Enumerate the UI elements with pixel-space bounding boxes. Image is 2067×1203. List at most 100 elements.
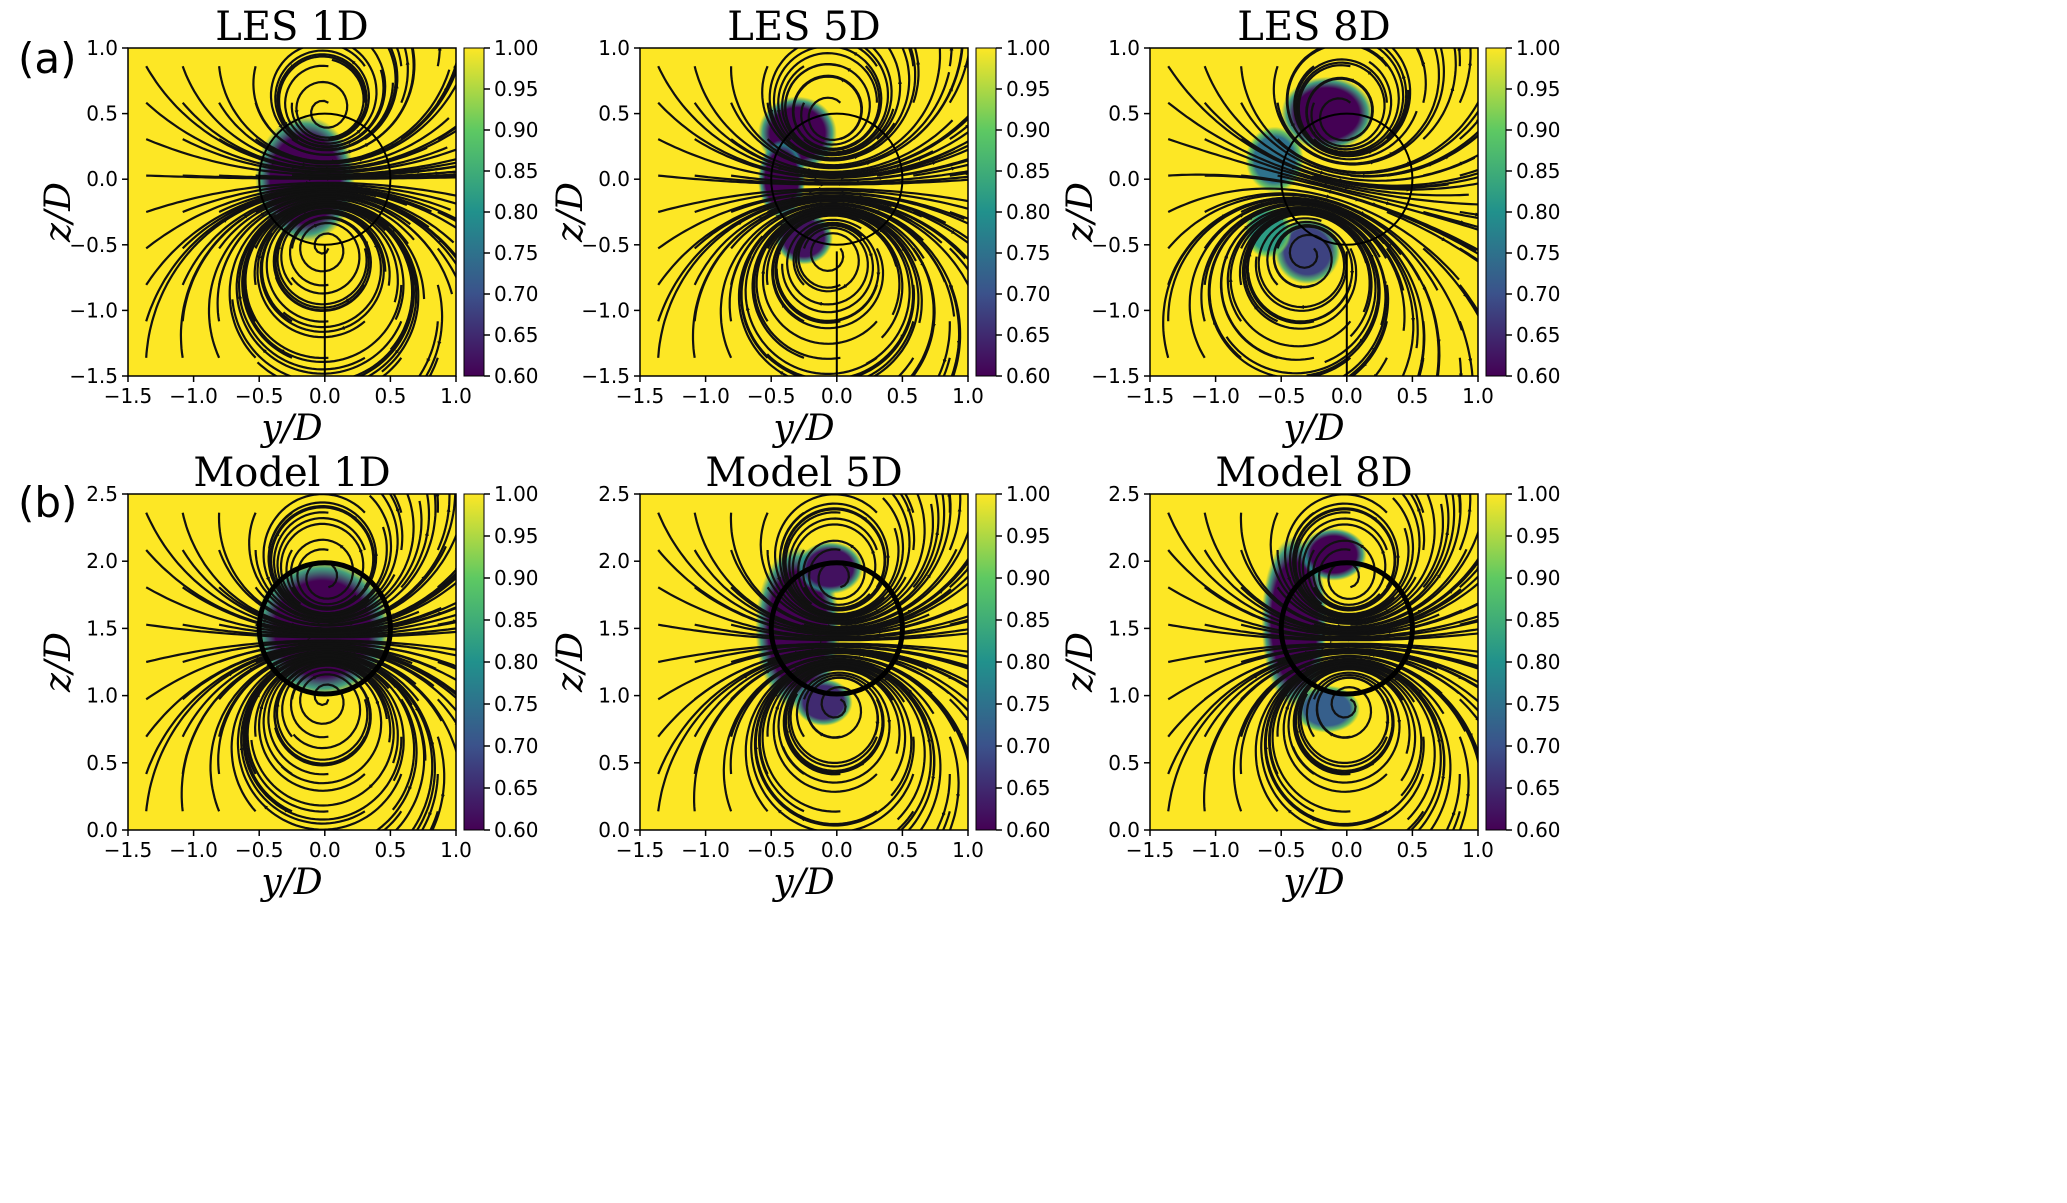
x-tick-label: −0.5 bbox=[1257, 384, 1306, 408]
streamline bbox=[775, 214, 898, 323]
streamline bbox=[1257, 217, 1346, 309]
streamline bbox=[401, 170, 456, 177]
x-tick-label: 0.0 bbox=[821, 838, 853, 862]
streamline bbox=[328, 494, 456, 626]
colorbar-tick-label: 0.65 bbox=[1006, 776, 1051, 800]
colorbar-tick-label: 0.75 bbox=[1006, 692, 1051, 716]
streamline bbox=[181, 65, 450, 168]
streamline bbox=[1459, 119, 1478, 140]
panel-title: LES 5D bbox=[727, 4, 880, 50]
streamline bbox=[1204, 623, 1478, 641]
streamline bbox=[784, 48, 889, 154]
y-axis-label: z/D bbox=[1060, 182, 1101, 243]
streamline bbox=[267, 659, 399, 776]
streamline bbox=[949, 247, 968, 272]
x-tick-label: −1.0 bbox=[681, 838, 730, 862]
streamline bbox=[1272, 48, 1446, 166]
streamline bbox=[253, 656, 416, 811]
x-tick-label: 1.0 bbox=[440, 384, 472, 408]
streamline bbox=[279, 522, 365, 606]
x-tick-label: −1.5 bbox=[1126, 384, 1175, 408]
rotor-circle bbox=[1280, 112, 1414, 246]
streamline bbox=[730, 651, 968, 713]
streamline bbox=[182, 183, 456, 214]
colorbar-tick-label: 0.75 bbox=[494, 241, 539, 265]
colorbar-tick-label: 1.00 bbox=[494, 482, 539, 506]
x-tick-label: 0.0 bbox=[309, 384, 341, 408]
y-tick-label: −0.5 bbox=[69, 233, 118, 257]
streamline bbox=[694, 174, 968, 185]
streamline bbox=[1167, 101, 1469, 197]
streamline bbox=[1297, 668, 1411, 768]
y-tick-label: −1.0 bbox=[1091, 298, 1140, 322]
x-axis-label: y/D bbox=[1281, 862, 1344, 903]
streamline bbox=[436, 698, 456, 725]
streamline bbox=[761, 210, 885, 345]
rotor-circle bbox=[1278, 560, 1415, 697]
streamline bbox=[740, 255, 916, 376]
colorbar-tick-label: 0.80 bbox=[1516, 200, 1561, 224]
colorbar-tick-label: 0.70 bbox=[1006, 282, 1051, 306]
streamline bbox=[1423, 153, 1478, 177]
y-tick-label: 0.0 bbox=[598, 167, 630, 191]
streamline bbox=[949, 618, 968, 626]
colorbar bbox=[1485, 47, 1507, 377]
streamline bbox=[657, 195, 923, 322]
streamline bbox=[1415, 48, 1425, 67]
streamline bbox=[1457, 494, 1462, 513]
streamline bbox=[912, 48, 964, 140]
streamline bbox=[1373, 357, 1388, 376]
streamline bbox=[255, 646, 456, 694]
panel-4: −1.5 −1.0 −0.5 0.0 0.5 1.0 0.0 0.5 1.0 1.5 2.0 2.5 M… bbox=[38, 450, 539, 903]
streamline bbox=[912, 494, 940, 589]
x-tick-label: −0.5 bbox=[747, 838, 796, 862]
rotor-circle bbox=[258, 112, 392, 246]
streamline bbox=[218, 642, 456, 668]
colorbar-tick-label: 0.85 bbox=[1006, 608, 1051, 632]
x-tick-label: −1.0 bbox=[169, 838, 218, 862]
streamline bbox=[1423, 210, 1478, 229]
streamline bbox=[1269, 503, 1444, 624]
plot-frame bbox=[639, 493, 969, 831]
colorbar-tick-label: 0.80 bbox=[1006, 650, 1051, 674]
streamline bbox=[949, 698, 968, 722]
x-tick-label: −1.0 bbox=[1191, 838, 1240, 862]
streamline bbox=[290, 221, 361, 295]
streamline bbox=[904, 494, 915, 514]
streamline bbox=[730, 199, 968, 287]
y-tick-label: −1.0 bbox=[581, 298, 630, 322]
streamline bbox=[895, 810, 915, 830]
panel-title: Model 5D bbox=[705, 450, 902, 496]
colorbar-tick-label: 0.85 bbox=[1516, 608, 1561, 632]
streamline bbox=[145, 639, 456, 664]
streamline bbox=[1263, 684, 1425, 827]
streamline bbox=[1459, 210, 1478, 216]
streamline bbox=[260, 204, 405, 323]
streamline bbox=[400, 660, 456, 696]
streamline bbox=[181, 190, 455, 286]
streamline bbox=[948, 51, 968, 104]
y-tick-label: 0.0 bbox=[86, 818, 118, 842]
streamline bbox=[780, 502, 890, 612]
y-axis-label: z/D bbox=[38, 182, 79, 243]
streamline bbox=[657, 187, 968, 214]
streamline bbox=[244, 200, 391, 360]
streamline bbox=[182, 640, 456, 664]
streamline bbox=[737, 235, 915, 376]
row-label-b: (b) bbox=[18, 478, 78, 527]
streamline bbox=[436, 494, 451, 551]
streamline bbox=[1458, 48, 1462, 67]
x-tick-label: 0.5 bbox=[1396, 384, 1428, 408]
streamline bbox=[1422, 247, 1478, 318]
streamline bbox=[181, 644, 456, 701]
streamline bbox=[1386, 247, 1415, 376]
colorbar-tick-label: 0.80 bbox=[1006, 200, 1051, 224]
x-tick-label: 1.0 bbox=[1462, 384, 1494, 408]
x-tick-label: 0.0 bbox=[821, 384, 853, 408]
streamline bbox=[364, 165, 456, 177]
streamline bbox=[1350, 321, 1388, 376]
streamline bbox=[912, 48, 920, 104]
streamline bbox=[437, 173, 456, 177]
streamline bbox=[1422, 284, 1441, 376]
streamline-arrow bbox=[808, 379, 813, 380]
